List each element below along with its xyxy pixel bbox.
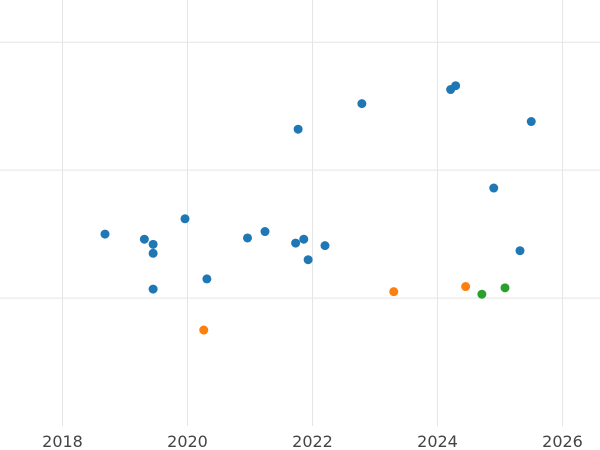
series-0-point-18 [515,246,525,256]
series-0-point-17 [489,183,499,193]
series-0-point-7 [243,233,252,243]
series-0-point-1 [139,234,149,244]
series-0-point-11 [303,255,313,265]
series-0-point-5 [180,214,190,224]
series-0-point-8 [260,227,270,237]
x-tick-label-2022: 2022 [292,432,333,450]
series-0-point-10 [299,234,309,244]
points-layer [100,81,536,335]
series-0-point-9 [291,238,301,248]
x-tick-label-2024: 2024 [417,432,458,450]
series-0-point-2 [148,239,158,249]
series-0-point-12 [320,241,330,251]
grid-layer [0,0,600,426]
series-0-point-19 [526,117,536,127]
series-0-point-6 [202,274,212,284]
x-tick-label-2026: 2026 [542,432,583,450]
series-1-point-2 [461,282,471,292]
series-0-point-16 [451,81,461,91]
series-0-point-3 [148,248,158,258]
series-0-point-13 [293,124,303,134]
series-1-point-0 [199,325,209,335]
series-1-point-1 [389,287,399,297]
tick-labels-layer: 2018 2020 2022 2024 2026 [42,432,583,450]
series-2-point-0 [477,289,487,299]
x-tick-label-2018: 2018 [42,432,83,450]
x-tick-label-2020: 2020 [167,432,208,450]
series-0-point-0 [100,229,110,239]
series-2-point-1 [500,283,510,293]
series-0-point-14 [357,99,367,109]
series-0-point-4 [148,284,158,294]
